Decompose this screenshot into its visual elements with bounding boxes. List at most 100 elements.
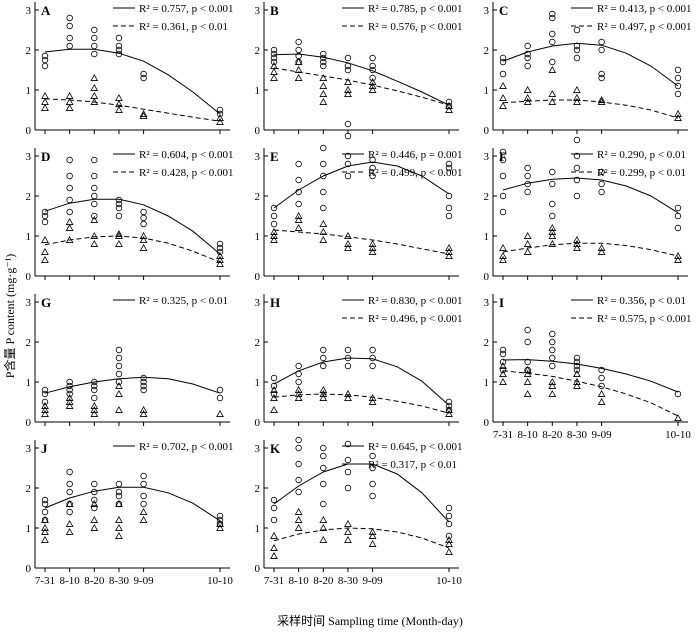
circle-point [344, 120, 352, 128]
circle-point [216, 110, 224, 118]
circle-point [115, 42, 123, 50]
circle-point [549, 362, 556, 370]
circle-point [66, 382, 73, 390]
circle-point [295, 488, 302, 496]
triangle-point [115, 389, 123, 397]
triangle-point [344, 231, 352, 239]
circle-point [295, 58, 302, 66]
circle-point [344, 346, 352, 354]
circle-point [499, 192, 507, 200]
circle-point [445, 102, 453, 110]
circle-point [549, 200, 556, 208]
triangle-point [499, 255, 507, 263]
y-tick-label: 3 [484, 297, 490, 309]
x-tick-label: 8-10 [60, 575, 81, 587]
triangle-point [597, 247, 606, 255]
circle-point [91, 382, 98, 390]
panel-label: H [270, 295, 280, 310]
legend-text: R² = 0.356, p < 0.01 [597, 295, 686, 307]
circle-point [41, 62, 49, 70]
y-tick-label: 1 [484, 231, 490, 243]
triangle-point [115, 239, 123, 247]
triangle-point [368, 531, 377, 539]
circle-point [445, 402, 453, 410]
circle-point [499, 366, 507, 374]
triangle-point [597, 95, 606, 103]
circle-point [573, 42, 581, 50]
circle-point [369, 362, 376, 370]
triangle-point [115, 523, 123, 531]
x-tick-label: 8-20 [313, 575, 334, 587]
circle-point [320, 444, 327, 452]
circle-point [115, 488, 123, 496]
circle-point [140, 378, 147, 386]
circle-point [91, 504, 98, 512]
legend-text: R² = 0.576, p < 0.001 [368, 21, 463, 33]
panel-label: E [270, 149, 279, 164]
fit-curve-dashed [502, 242, 679, 257]
triangle-point [294, 515, 303, 523]
triangle-point [41, 401, 49, 409]
y-tick-label: 1 [26, 231, 32, 243]
circle-point [41, 208, 49, 216]
circle-point [344, 172, 352, 180]
y-tick-label: 2 [26, 483, 32, 495]
circle-point [598, 374, 605, 382]
circle-point [295, 460, 302, 468]
circle-point [270, 374, 278, 382]
fit-curve-dashed [44, 98, 221, 122]
triangle-point [523, 369, 532, 377]
circle-point [115, 200, 123, 208]
triangle-point [548, 377, 557, 385]
triangle-point [294, 73, 303, 81]
triangle-point [523, 377, 532, 385]
circle-point [524, 54, 531, 62]
circle-point [115, 370, 123, 378]
triangle-point [499, 243, 507, 251]
circle-point [344, 440, 352, 448]
triangle-point [41, 235, 49, 243]
y-tick-label: 3 [255, 443, 261, 455]
circle-point [216, 248, 224, 256]
fit-curve-solid [273, 53, 450, 106]
triangle-point [573, 369, 581, 377]
circle-point [295, 370, 302, 378]
circle-point [499, 208, 507, 216]
circle-point [295, 38, 302, 46]
y-tick-label: 2 [255, 45, 261, 57]
x-tick-label: 9-09 [363, 575, 384, 587]
triangle-point [523, 389, 532, 397]
circle-point [91, 496, 98, 504]
triangle-point [319, 81, 328, 89]
fit-curve-dashed [273, 67, 450, 106]
legend-text: R² = 0.830, p < 0.001 [368, 295, 463, 307]
triangle-point [674, 109, 682, 117]
circle-point [91, 488, 98, 496]
triangle-point [344, 393, 352, 401]
triangle-point [573, 85, 581, 93]
circle-point [499, 172, 507, 180]
triangle-point [115, 105, 123, 113]
panel-g: 0 1 2 3 G R² = 0.325, p < 0.01 [26, 294, 230, 429]
circle-point [674, 204, 682, 212]
triangle-point [216, 523, 224, 531]
y-tick-label: 2 [484, 45, 490, 57]
circle-point [140, 492, 147, 500]
triangle-point [270, 73, 278, 81]
circle-point [295, 378, 302, 386]
circle-point [216, 386, 224, 394]
triangle-point [115, 515, 123, 523]
triangle-point [548, 223, 557, 231]
triangle-point [90, 523, 99, 531]
triangle-point [270, 551, 278, 559]
panel-label: B [270, 3, 279, 18]
triangle-point [319, 523, 328, 531]
circle-point [66, 480, 73, 488]
triangle-point [319, 73, 328, 81]
circle-point [320, 452, 327, 460]
circle-point [369, 54, 376, 62]
triangle-point [344, 243, 352, 251]
triangle-point [65, 393, 74, 401]
legend-text: R² = 0.361, p < 0.01 [139, 21, 228, 33]
triangle-point [368, 393, 377, 401]
